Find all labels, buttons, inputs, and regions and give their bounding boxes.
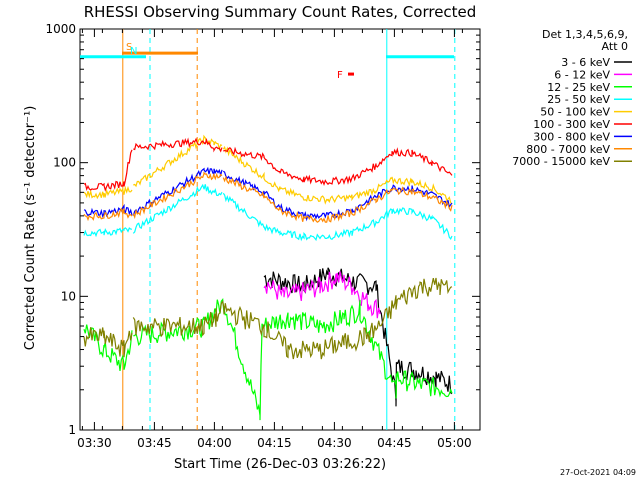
series-line-4 — [83, 183, 453, 242]
plot-frame-rect — [79, 28, 481, 431]
annotation-label-1: S — [126, 42, 132, 53]
series-line-5 — [83, 134, 453, 205]
annotation-label-2: N — [130, 46, 137, 57]
series-line-8 — [83, 171, 453, 223]
series-lines — [83, 134, 453, 421]
legend-header: Det 1,3,4,5,6,9, — [542, 28, 628, 41]
x-tick-label: 03:30 — [77, 436, 112, 450]
series-line-1 — [263, 267, 453, 407]
annotation-label-4: F — [337, 70, 343, 81]
footer-timestamp: 27-Oct-2021 04:09 — [560, 468, 636, 477]
y-tick-label: 1 — [68, 423, 76, 437]
legend-label-1: 3 - 6 keV — [561, 56, 610, 69]
series-line-9 — [83, 277, 453, 360]
legend-header: Att 0 — [602, 40, 628, 53]
x-tick-label: 04:15 — [257, 436, 292, 450]
x-tick-label: 04:00 — [197, 436, 232, 450]
legend-label-4: 25 - 50 keV — [547, 93, 610, 106]
legend-label-8: 800 - 7000 keV — [526, 143, 610, 156]
x-tick-label: 04:45 — [377, 436, 412, 450]
axes: 1 10 100 1000 03:30 03:45 04:00 04:15 04:30 04:45… — [45, 22, 480, 450]
x-tick-label: 03:45 — [137, 436, 172, 450]
legend-label-2: 6 - 12 keV — [554, 68, 610, 81]
legend-label-6: 100 - 300 keV — [533, 118, 610, 131]
x-axis-label: Start Time (26-Dec-03 03:26:22) — [174, 457, 386, 472]
plot-frame — [79, 28, 481, 431]
legend-label-5: 50 - 100 keV — [540, 106, 610, 119]
x-tick-label: 05:00 — [437, 436, 472, 450]
vertical-markers — [122, 29, 456, 430]
series-line-6 — [83, 137, 453, 192]
legend-label-7: 300 - 800 keV — [533, 130, 610, 143]
y-tick-label: 10 — [61, 289, 76, 303]
series-line-2 — [263, 271, 381, 319]
series-line-3 — [83, 297, 453, 421]
x-tick-label: 04:30 — [317, 436, 352, 450]
y-axis-label: Corrected Count Rate (s⁻¹ detector⁻¹) — [23, 106, 38, 351]
y-tick-label: 100 — [53, 156, 76, 170]
legend-label-9: 7000 - 15000 keV — [512, 155, 610, 168]
y-tick-label: 1000 — [45, 22, 76, 36]
annotations: SN F — [80, 42, 454, 81]
chart-title: RHESSI Observing Summary Count Rates, Co… — [84, 3, 477, 21]
legend-label-3: 12 - 25 keV — [547, 81, 610, 94]
